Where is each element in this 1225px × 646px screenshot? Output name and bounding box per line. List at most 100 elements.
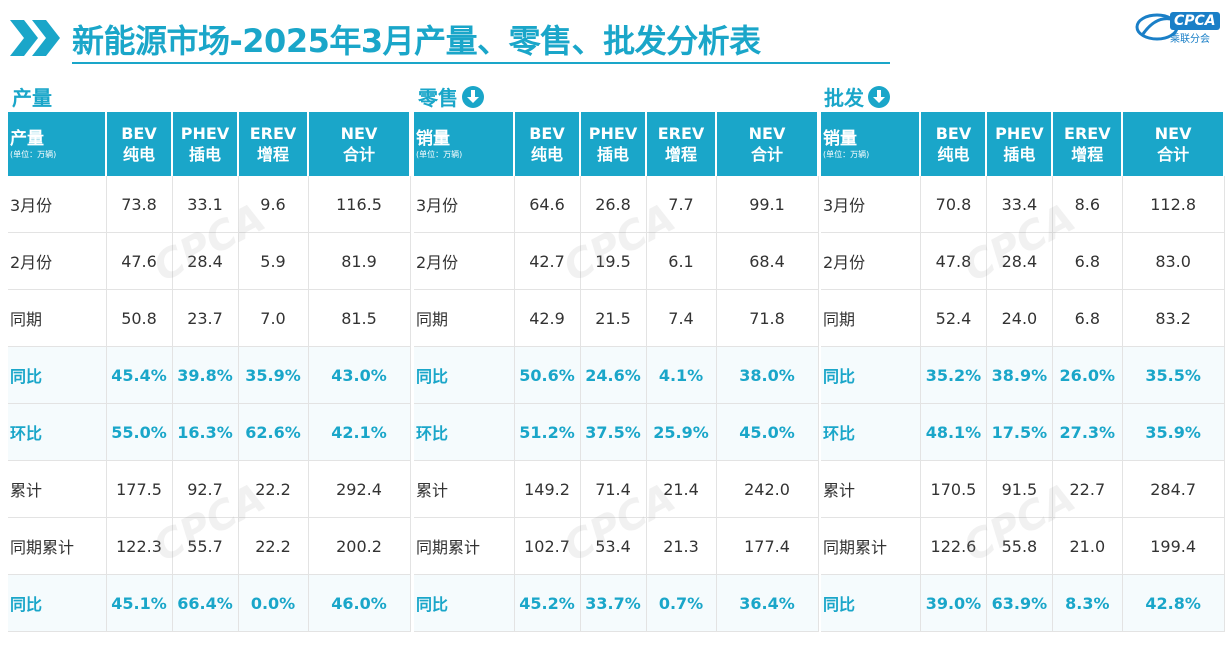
row-label: 同期累计 [414, 517, 515, 575]
column-header-code: BEV [121, 124, 157, 143]
row-label: 同比 [414, 574, 515, 632]
table-cell: 6.8 [1052, 289, 1123, 347]
table-cell: 83.0 [1122, 232, 1225, 290]
table-cell: 43.0% [308, 346, 411, 404]
table-cell: 8.6 [1052, 176, 1123, 233]
table-row: 同期累计 122.3 55.7 22.2 200.2 [8, 517, 411, 575]
table-cell: 284.7 [1122, 460, 1225, 518]
table-cell: 51.2% [514, 403, 581, 461]
table-cell: 170.5 [920, 460, 987, 518]
table-cell: 47.6 [106, 232, 173, 290]
row-label: 同期累计 [8, 517, 107, 575]
column-header-name: 合计 [1157, 145, 1190, 164]
row-label: 同比 [8, 574, 107, 632]
table-cell: 6.1 [646, 232, 717, 290]
row-label: 同期 [821, 289, 921, 347]
page-title: 新能源市场-2025年3月产量、零售、批发分析表 [72, 22, 761, 60]
table-cell: 35.5% [1122, 346, 1225, 404]
table-cell: 53.4 [580, 517, 647, 575]
column-header: NEV 合计 [1122, 112, 1225, 176]
table-cell: 36.4% [716, 574, 819, 632]
download-arrow-icon[interactable] [462, 85, 484, 108]
table-cell: 55.0% [106, 403, 173, 461]
table-cell: 45.2% [514, 574, 581, 632]
table-row: 同比 35.2% 38.9% 26.0% 35.5% [821, 346, 1225, 404]
table-cell: 22.2 [238, 460, 309, 518]
download-arrow-icon[interactable] [868, 85, 890, 108]
table-cell: 7.7 [646, 176, 717, 233]
table-row: 2月份 47.6 28.4 5.9 81.9 [8, 232, 411, 290]
column-header-name: 纯电 [937, 145, 970, 164]
table-cell: 149.2 [514, 460, 581, 518]
column-header: EREV 增程 [238, 112, 309, 176]
table-cell: 39.0% [920, 574, 987, 632]
table-cell: 45.1% [106, 574, 173, 632]
table-row: 同比 45.2% 33.7% 0.7% 36.4% [414, 574, 819, 632]
table-row: 3月份 64.6 26.8 7.7 99.1 [414, 176, 819, 233]
row-label: 同比 [821, 574, 921, 632]
table-cell: 28.4 [172, 232, 239, 290]
table-row: 2月份 47.8 28.4 6.8 83.0 [821, 232, 1225, 290]
corner-header: 销量 (单位：万辆) [414, 112, 515, 176]
table-row: 3月份 73.8 33.1 9.6 116.5 [8, 176, 411, 233]
table-cell: 73.8 [106, 176, 173, 233]
column-header: PHEV 插电 [580, 112, 647, 176]
column-header-name: 增程 [664, 145, 697, 164]
table-cell: 6.8 [1052, 232, 1123, 290]
row-label: 环比 [821, 403, 921, 461]
table-row: 同期 50.8 23.7 7.0 81.5 [8, 289, 411, 347]
table-cell: 68.4 [716, 232, 819, 290]
row-label: 同期累计 [821, 517, 921, 575]
table-cell: 122.3 [106, 517, 173, 575]
table-cell: 42.8% [1122, 574, 1225, 632]
table-cell: 55.8 [986, 517, 1053, 575]
logo-subtext: 乘联分会 [1170, 34, 1210, 45]
data-table: 销量 (单位：万辆) BEV 纯电 PHEV 插电 EREV 增程 NEV 合计 3月份 64.6 26… [414, 112, 819, 632]
table-cell: 64.6 [514, 176, 581, 233]
table-cell: 91.5 [986, 460, 1053, 518]
row-label: 累计 [8, 460, 107, 518]
table-cell: 25.9% [646, 403, 717, 461]
title-underline [72, 62, 890, 64]
table-row: 同期 42.9 21.5 7.4 71.8 [414, 289, 819, 347]
table-cell: 45.0% [716, 403, 819, 461]
table-row: 环比 48.1% 17.5% 27.3% 35.9% [821, 403, 1225, 461]
row-label: 2月份 [414, 232, 515, 290]
table-cell: 16.3% [172, 403, 239, 461]
table-cell: 28.4 [986, 232, 1053, 290]
table-cell: 0.7% [646, 574, 717, 632]
table-cell: 42.9 [514, 289, 581, 347]
column-header-name: 合计 [750, 145, 783, 164]
column-header-name: 纯电 [122, 145, 155, 164]
table-cell: 33.1 [172, 176, 239, 233]
table-cell: 8.3% [1052, 574, 1123, 632]
column-header: BEV 纯电 [920, 112, 988, 176]
column-header-code: EREV [1064, 124, 1111, 143]
table-cell: 81.5 [308, 289, 411, 347]
row-label: 累计 [821, 460, 921, 518]
table-cell: 92.7 [172, 460, 239, 518]
table-cell: 38.9% [986, 346, 1053, 404]
column-header-code: EREV [657, 124, 705, 143]
row-label: 环比 [8, 403, 107, 461]
row-label: 累计 [414, 460, 515, 518]
column-header-code: NEV [748, 124, 786, 143]
table-cell: 70.8 [920, 176, 987, 233]
column-header-name: 增程 [256, 145, 289, 164]
section-label-text: 批发 [824, 86, 864, 110]
table-cell: 22.2 [238, 517, 309, 575]
table-cell: 63.9% [986, 574, 1053, 632]
table-cell: 5.9 [238, 232, 309, 290]
table-cell: 21.0 [1052, 517, 1123, 575]
table-cell: 26.8 [580, 176, 647, 233]
table-row: 同比 50.6% 24.6% 4.1% 38.0% [414, 346, 819, 404]
table-cell: 62.6% [238, 403, 309, 461]
table-cell: 99.1 [716, 176, 819, 233]
table-cell: 35.9% [1122, 403, 1225, 461]
table-cell: 50.6% [514, 346, 581, 404]
column-header-code: PHEV [180, 124, 230, 143]
table-cell: 9.6 [238, 176, 309, 233]
column-header: BEV 纯电 [106, 112, 173, 176]
table-cell: 17.5% [986, 403, 1053, 461]
row-label: 同比 [414, 346, 515, 404]
